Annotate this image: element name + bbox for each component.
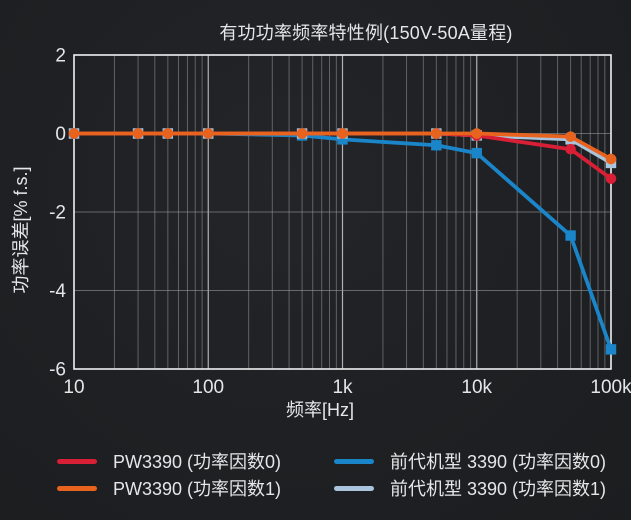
data-point-marker	[202, 128, 214, 139]
legend-label: 前代机型 3390 (功率因数1)	[390, 479, 607, 499]
x-tick-label: 100	[192, 377, 224, 398]
x-tick-label: 10	[63, 377, 84, 398]
data-point-marker	[296, 128, 308, 139]
legend-swatch-red	[57, 458, 97, 464]
y-tick-label: 2	[55, 46, 66, 67]
data-point-marker	[565, 230, 576, 241]
data-point-marker	[565, 143, 576, 155]
legend-swatch-orange	[57, 485, 97, 491]
data-point-marker	[605, 173, 617, 184]
data-point-marker	[132, 128, 144, 139]
legend-label: PW3390 (功率因数1)	[113, 479, 282, 499]
data-point-marker	[68, 128, 80, 139]
data-point-marker	[431, 140, 442, 151]
data-point-marker	[337, 128, 348, 139]
y-tick-label: 0	[55, 124, 66, 145]
data-point-marker	[605, 344, 617, 355]
data-point-marker	[431, 128, 442, 139]
data-point-marker	[471, 128, 483, 139]
x-axis-title: 频率[Hz]	[285, 400, 354, 420]
legend-swatch-lightblue	[334, 485, 374, 491]
data-point-marker	[565, 131, 576, 142]
chart-title: 有功功率频率特性例(150V-50A量程)	[219, 23, 513, 43]
x-tick-label: 10k	[461, 377, 492, 398]
x-tick-label: 1k	[332, 377, 353, 398]
data-point-marker	[162, 128, 174, 139]
y-tick-label: -6	[49, 360, 66, 381]
y-tick-label: -2	[49, 203, 66, 224]
y-tick-label: -4	[49, 281, 66, 302]
plot-border	[73, 54, 612, 370]
data-point-marker	[337, 134, 348, 145]
legend-item-3390-pf1: 前代机型 3390 (功率因数1)	[334, 476, 606, 500]
x-tick-label: 100k	[590, 377, 631, 398]
legend-item-pw3390-pf1: PW3390 (功率因数1)	[57, 476, 281, 500]
data-point-marker	[605, 153, 617, 165]
legend-item-3390-pf0: 前代机型 3390 (功率因数0)	[334, 449, 606, 473]
legend-item-pw3390-pf0: PW3390 (功率因数0)	[57, 449, 281, 473]
legend-swatch-blue	[334, 458, 374, 464]
data-point-marker	[471, 147, 482, 159]
y-axis-title: 功率误差[% f.s.]	[11, 166, 31, 294]
legend-label: PW3390 (功率因数0)	[113, 452, 282, 472]
legend-label: 前代机型 3390 (功率因数0)	[390, 452, 607, 472]
series-line	[72, 131, 613, 161]
